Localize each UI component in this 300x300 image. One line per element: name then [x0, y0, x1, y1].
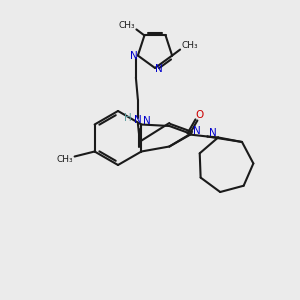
Text: N: N [155, 64, 163, 74]
Text: N: N [134, 115, 142, 124]
Text: N: N [142, 116, 150, 127]
Text: H: H [124, 112, 132, 123]
Text: N: N [130, 51, 138, 61]
Text: CH₃: CH₃ [182, 41, 198, 50]
Text: O: O [195, 110, 203, 119]
Text: CH₃: CH₃ [56, 155, 73, 164]
Text: N: N [208, 128, 216, 137]
Text: N: N [193, 126, 200, 136]
Text: CH₃: CH₃ [118, 21, 135, 30]
